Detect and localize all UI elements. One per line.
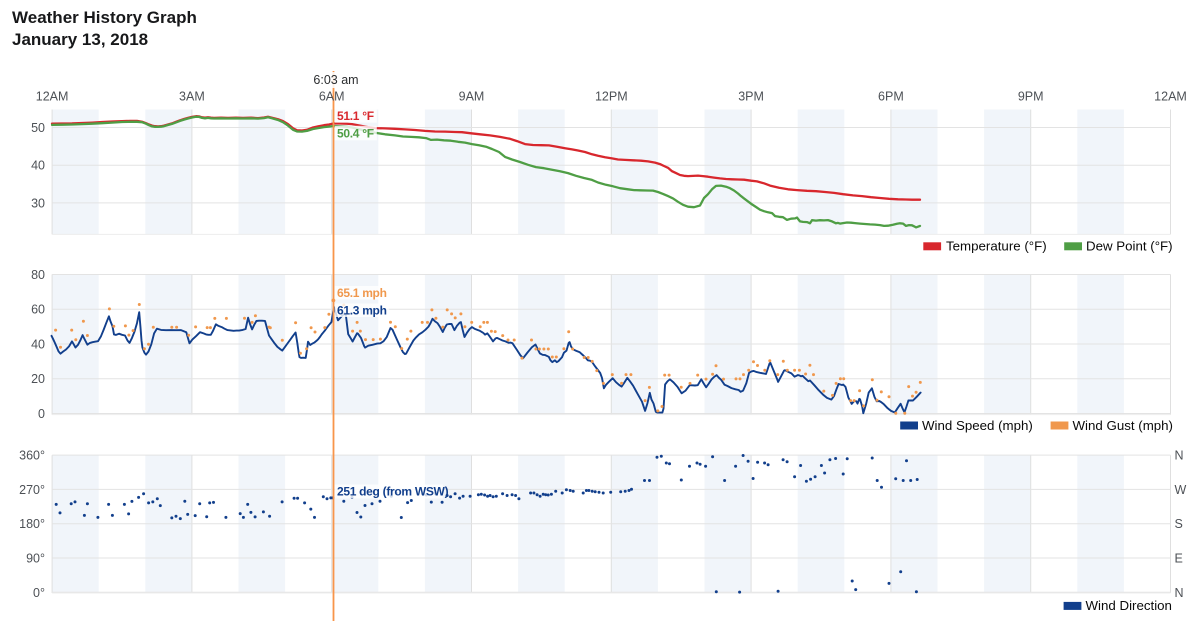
- svg-text:N: N: [1175, 449, 1184, 463]
- svg-text:51.1 °F: 51.1 °F: [337, 109, 374, 123]
- svg-text:Wind Gust (mph): Wind Gust (mph): [1073, 418, 1174, 433]
- svg-text:61.3 mph: 61.3 mph: [337, 303, 387, 317]
- svg-text:12AM: 12AM: [1154, 90, 1187, 104]
- svg-text:9PM: 9PM: [1018, 90, 1044, 104]
- svg-text:60: 60: [31, 303, 45, 317]
- svg-text:50.4 °F: 50.4 °F: [337, 126, 374, 140]
- svg-text:6AM: 6AM: [319, 90, 345, 104]
- svg-text:40: 40: [31, 159, 45, 173]
- svg-text:Wind Direction: Wind Direction: [1086, 598, 1172, 613]
- svg-text:90°: 90°: [26, 552, 45, 566]
- svg-text:251 deg (from WSW): 251 deg (from WSW): [337, 484, 449, 498]
- svg-text:Dew Point (°F): Dew Point (°F): [1086, 239, 1173, 254]
- svg-text:N: N: [1175, 586, 1184, 600]
- svg-text:360°: 360°: [19, 449, 45, 463]
- svg-text:January 13, 2018: January 13, 2018: [12, 30, 148, 49]
- svg-text:S: S: [1175, 517, 1183, 531]
- svg-text:12AM: 12AM: [36, 90, 69, 104]
- svg-text:0°: 0°: [33, 586, 45, 600]
- svg-text:Temperature (°F): Temperature (°F): [946, 239, 1047, 254]
- svg-text:50: 50: [31, 121, 45, 135]
- svg-text:Weather History Graph: Weather History Graph: [12, 8, 197, 27]
- svg-text:12PM: 12PM: [595, 90, 628, 104]
- svg-text:9AM: 9AM: [459, 90, 485, 104]
- svg-text:6PM: 6PM: [878, 90, 904, 104]
- svg-text:0: 0: [38, 407, 45, 421]
- svg-text:E: E: [1175, 552, 1183, 566]
- svg-text:80: 80: [31, 268, 45, 282]
- svg-text:6:03 am: 6:03 am: [313, 73, 358, 87]
- svg-text:40: 40: [31, 337, 45, 351]
- svg-text:180°: 180°: [19, 517, 45, 531]
- svg-text:270°: 270°: [19, 483, 45, 497]
- svg-text:30: 30: [31, 196, 45, 210]
- svg-text:Wind Speed (mph): Wind Speed (mph): [922, 418, 1033, 433]
- svg-text:3AM: 3AM: [179, 90, 205, 104]
- svg-text:3PM: 3PM: [738, 90, 764, 104]
- svg-text:20: 20: [31, 372, 45, 386]
- svg-text:W: W: [1175, 483, 1187, 497]
- svg-text:65.1 mph: 65.1 mph: [337, 286, 387, 300]
